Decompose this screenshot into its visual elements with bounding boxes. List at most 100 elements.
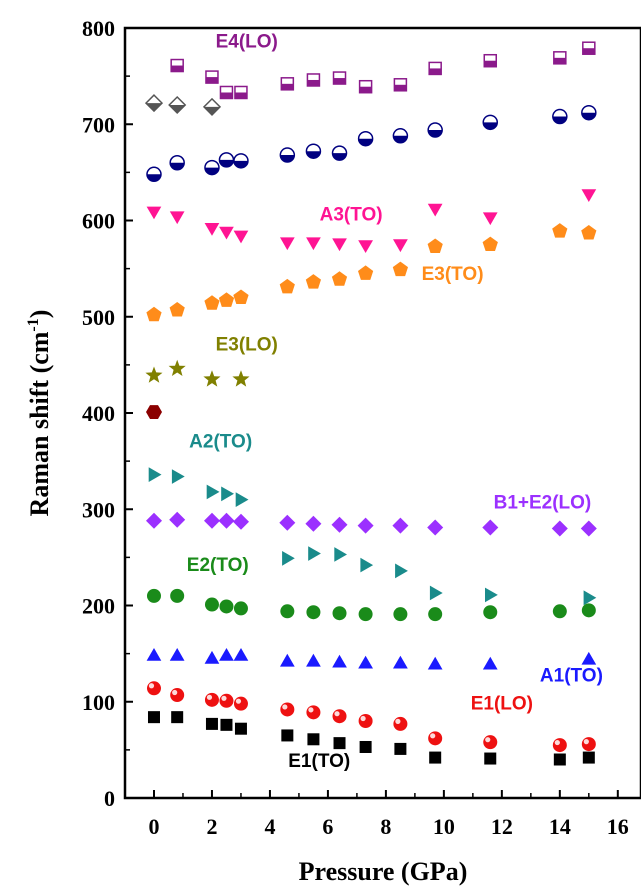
y-tick-label: 800 <box>82 16 115 41</box>
x-tick-label: 10 <box>433 814 455 839</box>
point-e1-to <box>171 711 184 724</box>
point-a2-to <box>221 486 234 502</box>
point-series-1 <box>202 97 222 116</box>
point-a1-to <box>306 653 321 667</box>
point-e4-lo <box>280 77 295 91</box>
point-e2-to <box>332 606 347 621</box>
point-a3-to <box>427 203 443 217</box>
point-b1-e2-lo <box>551 520 568 537</box>
point-e4-lo <box>483 53 498 68</box>
point-e2-to <box>146 588 161 603</box>
point-e2-to <box>581 603 596 618</box>
point-b1-e2-lo <box>392 517 409 534</box>
point-b1-e2-lo <box>146 512 162 529</box>
point-e1-lo <box>219 693 234 708</box>
point-series-2 <box>146 166 162 183</box>
y-axis-title-main: Raman shift (cm <box>25 331 54 516</box>
point-a2-to <box>360 557 374 573</box>
point-a2-to <box>308 546 321 561</box>
point-e2-to <box>393 607 408 622</box>
point-e1-lo <box>170 688 185 703</box>
point-e2-to <box>280 604 295 619</box>
point-e3-to <box>204 295 220 310</box>
point-a1-to <box>358 655 373 669</box>
point-a3-to <box>482 212 498 226</box>
point-e1-lo <box>552 738 567 753</box>
point-e1-lo <box>280 702 295 717</box>
series-label: A1(TO) <box>540 666 603 687</box>
point-e2-to <box>552 604 567 619</box>
y-tick-label: 200 <box>82 594 115 619</box>
point-e3-to <box>169 302 185 317</box>
y-tick-label: 0 <box>104 786 115 811</box>
x-tick-label: 8 <box>380 814 391 839</box>
series-label: A3(TO) <box>320 205 383 226</box>
x-tick-label: 4 <box>264 814 275 839</box>
point-b1-e2-lo <box>169 511 186 528</box>
point-e2-to <box>219 599 234 614</box>
point-a1-to <box>233 648 249 661</box>
point-e1-to <box>484 752 497 765</box>
point-b1-e2-lo <box>233 513 249 530</box>
series-annotations: E4(LO) A3(TO) E3(TO) E3(LO) A2(TO) B1+E2(LO) E… <box>187 31 603 772</box>
point-a3-to <box>280 237 295 251</box>
point-e1-to <box>359 740 372 753</box>
point-series-2 <box>218 152 235 168</box>
y-tick-label: 600 <box>82 209 115 234</box>
point-a1-to <box>332 654 347 668</box>
point-e1-to <box>281 729 294 742</box>
y-tick-label: 700 <box>82 112 115 137</box>
point-a2-to <box>206 484 220 500</box>
point-series-2 <box>581 104 597 121</box>
series-label: E4(LO) <box>216 31 278 52</box>
point-a1-to <box>393 655 408 669</box>
point-a1-to <box>482 656 498 670</box>
point-a2-to <box>148 467 162 482</box>
point-e4-lo <box>358 79 373 94</box>
point-a1-to <box>219 648 234 661</box>
y-axis-title-superscript: -1 <box>25 318 42 331</box>
point-e4-lo <box>553 51 567 65</box>
point-a2-to <box>235 492 249 507</box>
point-series-2 <box>482 114 499 131</box>
point-a1-to <box>169 648 185 661</box>
point-a2-to <box>485 587 498 603</box>
point-e3-to <box>305 274 321 289</box>
point-e3-lo <box>145 366 163 383</box>
point-e3-to <box>233 289 249 304</box>
point-e1-lo <box>146 681 161 696</box>
y-tick-label: 400 <box>82 401 115 426</box>
point-a3-to <box>219 226 234 240</box>
point-e1-to <box>582 751 595 764</box>
point-a2-to <box>429 585 443 601</box>
point-series-2 <box>331 145 348 161</box>
point-e4-lo <box>306 73 321 87</box>
point-series-1 <box>168 95 187 115</box>
point-a2-to <box>334 547 347 562</box>
point-e4-lo <box>234 85 248 100</box>
point-e1-to <box>333 737 346 750</box>
point-e1-to <box>147 711 160 724</box>
series-label: E2(TO) <box>187 555 249 576</box>
point-a3-to <box>306 237 321 251</box>
point-b1-e2-lo <box>204 512 220 529</box>
x-tick-label: 2 <box>206 814 217 839</box>
point-e3-to <box>279 278 295 294</box>
point-a1-to <box>280 653 295 667</box>
point-e1-to <box>394 742 407 755</box>
point-e1-lo <box>306 705 321 720</box>
point-a3-to <box>169 211 185 225</box>
point-e1-lo <box>233 696 248 711</box>
point-e3-lo <box>203 370 221 387</box>
point-e1-to <box>553 753 566 766</box>
point-e1-lo <box>332 709 347 724</box>
point-e4-lo <box>428 61 442 76</box>
point-series-2 <box>552 108 568 125</box>
series-label: A2(TO) <box>189 432 252 453</box>
y-axis-title-end: ) <box>25 310 54 319</box>
x-tick-label: 12 <box>491 814 513 839</box>
point-series-6 <box>146 405 162 419</box>
point-e3-to <box>482 236 498 251</box>
axis-ticks: 0 100 200 300 400 500 600 700 800 0 2 4 6 8 10 12 14 16 <box>82 16 629 839</box>
